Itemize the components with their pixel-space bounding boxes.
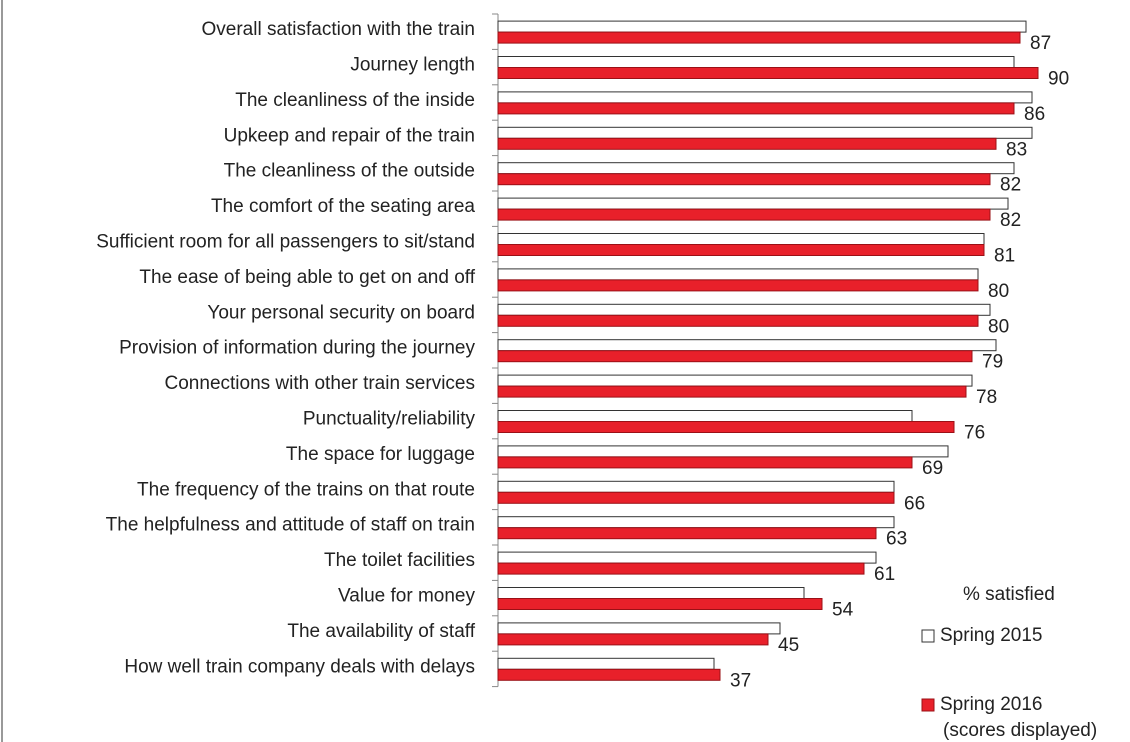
bar — [497, 456, 913, 469]
value-label: 82 — [1000, 175, 1021, 196]
bar — [497, 126, 1033, 139]
legend-swatch — [921, 698, 935, 712]
bar — [497, 102, 1015, 115]
bar — [497, 480, 895, 493]
bar — [497, 657, 715, 670]
legend-swatch — [921, 629, 935, 643]
value-label: 78 — [976, 387, 997, 408]
category-label: The frequency of the trains on that rout… — [137, 479, 475, 500]
bar — [497, 339, 997, 352]
value-label: 80 — [988, 316, 1009, 337]
bar — [497, 551, 877, 564]
bar — [497, 598, 823, 610]
bar — [497, 562, 865, 575]
value-label: 69 — [922, 458, 943, 479]
value-label: 54 — [832, 600, 854, 621]
value-label: 63 — [886, 529, 907, 550]
value-label: 86 — [1024, 104, 1045, 125]
bar — [497, 410, 913, 422]
category-label: Your personal security on board — [207, 302, 475, 323]
value-label: 66 — [904, 493, 925, 514]
category-label: Journey length — [350, 55, 475, 76]
bar — [497, 587, 805, 599]
value-label: 82 — [1000, 210, 1021, 231]
legend-label: Spring 2016 — [940, 694, 1042, 715]
category-label: The space for luggage — [286, 444, 475, 465]
value-label: 83 — [1006, 139, 1027, 160]
value-label: 61 — [874, 564, 895, 585]
value-label: 76 — [964, 423, 985, 444]
bar — [497, 233, 985, 245]
bar — [497, 244, 985, 256]
bar — [497, 668, 721, 681]
category-label: The comfort of the seating area — [211, 196, 475, 217]
category-label: The availability of staff — [287, 621, 475, 642]
legend-note: (scores displayed) — [943, 720, 1097, 741]
legend-title: % satisfied — [963, 584, 1055, 605]
category-label: Value for money — [338, 586, 475, 607]
category-label: The cleanliness of the inside — [235, 90, 475, 111]
bar — [497, 20, 1027, 33]
category-label: The toilet facilities — [324, 550, 475, 571]
value-label: 37 — [730, 670, 751, 691]
bar — [497, 350, 973, 363]
legend-label: Spring 2015 — [940, 625, 1042, 646]
bar — [497, 56, 1015, 68]
category-label: The ease of being able to get on and off — [139, 267, 475, 288]
bar — [497, 385, 967, 398]
bar — [497, 208, 991, 221]
value-label: 90 — [1048, 69, 1069, 90]
bar — [497, 374, 973, 387]
bar — [497, 279, 979, 292]
value-label: 45 — [778, 635, 799, 656]
category-label: Overall satisfaction with the train — [201, 19, 475, 40]
category-label: The helpfulness and attitude of staff on… — [106, 515, 475, 536]
category-label: How well train company deals with delays — [124, 656, 475, 677]
bar — [497, 67, 1039, 79]
value-label: 79 — [982, 352, 1003, 373]
value-label: 81 — [994, 246, 1015, 267]
category-label: Punctuality/reliability — [303, 409, 476, 430]
bar — [497, 421, 955, 433]
value-label: 80 — [988, 281, 1009, 302]
category-label: The cleanliness of the outside — [224, 161, 475, 182]
category-label: Connections with other train services — [165, 373, 475, 394]
bar — [497, 314, 979, 327]
bar — [497, 516, 895, 529]
bar — [497, 31, 1021, 44]
bar — [497, 445, 949, 458]
bar — [497, 137, 997, 150]
bar — [497, 303, 991, 316]
bar — [497, 268, 979, 281]
bar — [497, 491, 895, 504]
category-label: Sufficient room for all passengers to si… — [96, 232, 475, 253]
bar — [497, 162, 1015, 175]
bar — [497, 197, 1009, 210]
bar — [497, 527, 877, 540]
bar — [497, 633, 769, 646]
category-label: Upkeep and repair of the train — [224, 125, 475, 146]
bar — [497, 91, 1033, 104]
value-label: 87 — [1030, 33, 1051, 54]
category-label: Provision of information during the jour… — [119, 338, 475, 359]
bar — [497, 622, 781, 635]
bar — [497, 173, 991, 186]
